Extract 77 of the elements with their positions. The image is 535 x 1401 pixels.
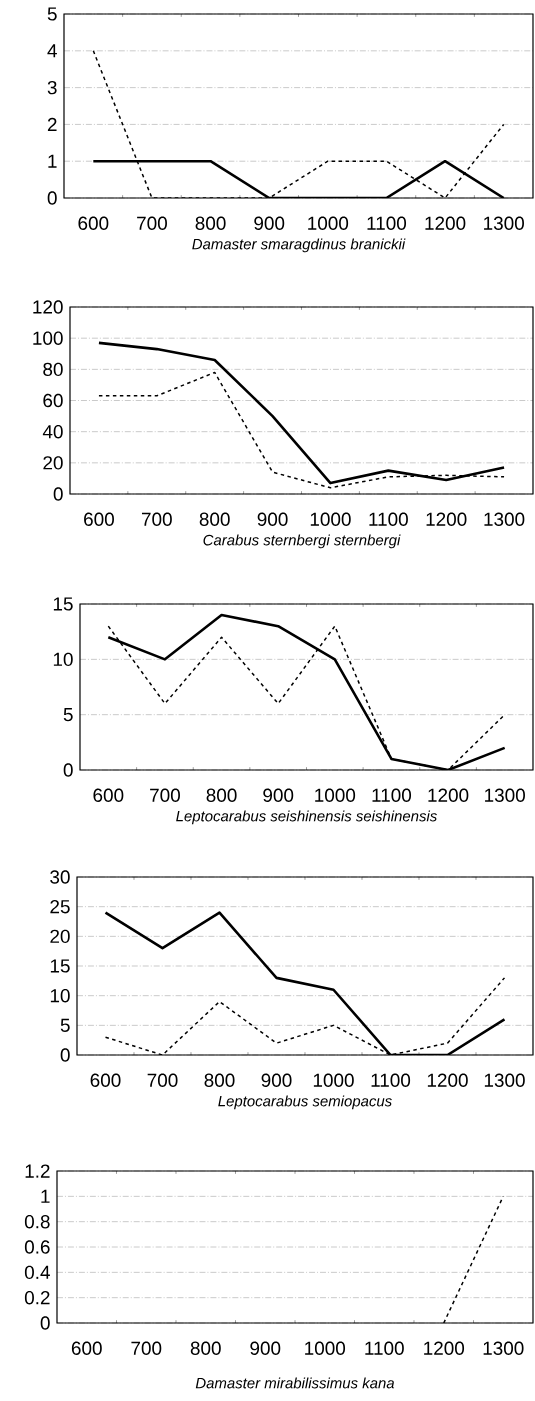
y-tick-label: 40 (42, 424, 63, 439)
x-tick-label: 1200 (427, 1073, 468, 1087)
y-tick-label: 120 (33, 300, 63, 314)
y-tick-label: 0.2 (24, 1290, 50, 1305)
y-tick-label: 25 (50, 899, 70, 914)
x-tick-label: 800 (195, 216, 226, 230)
y-tick-label: 20 (43, 456, 63, 470)
x-tick-label: 1300 (484, 1073, 525, 1087)
x-tick-label: 1100 (365, 1341, 404, 1355)
y-tick-label: 0 (40, 1316, 50, 1330)
x-tick-label: 700 (141, 512, 172, 526)
line-series (97, 341, 506, 485)
x-tick-label: 1300 (483, 1341, 524, 1355)
y-tick-label: 2 (47, 117, 57, 132)
x-axis-title: Leptocarabus seishinensis seishinensis (176, 810, 437, 825)
x-axis-title: Damaster mirabilissimus kana (195, 1377, 395, 1389)
y-tick-label: 20 (50, 929, 70, 944)
x-tick-label: 1000 (308, 216, 349, 230)
x-tick-label: 700 (147, 1073, 178, 1087)
x-tick-label: 1100 (367, 216, 407, 230)
y-tick-label: 30 (50, 870, 70, 884)
y-tick-label: 0 (53, 487, 63, 501)
y-tick-label: 0 (63, 763, 73, 777)
x-tick-label: 1000 (313, 1073, 354, 1087)
y-tick-label: 100 (33, 331, 63, 345)
y-tick-label: 1 (48, 154, 57, 168)
x-tick-label: 800 (199, 512, 230, 526)
x-tick-label: 1000 (305, 1341, 346, 1355)
x-tick-label: 600 (90, 1073, 121, 1087)
x-axis-title: Leptocarabus semiopacus (218, 1095, 392, 1110)
x-tick-label: 600 (78, 216, 109, 230)
y-tick-label: 3 (47, 80, 57, 95)
x-tick-label: 900 (254, 216, 285, 230)
y-tick-label: 4 (47, 44, 57, 58)
y-tick-label: 0.6 (24, 1240, 50, 1254)
y-tick-label: 0 (47, 191, 57, 205)
x-tick-label: 900 (263, 788, 294, 802)
x-tick-label: 800 (190, 1341, 221, 1355)
y-tick-label: 80 (43, 362, 63, 377)
x-tick-label: 1100 (369, 512, 408, 526)
y-tick-label: 15 (50, 959, 70, 973)
x-tick-label: 1200 (428, 788, 469, 802)
x-tick-label: 600 (71, 1341, 102, 1355)
y-tick-label: 60 (43, 393, 63, 408)
y-tick-label: 0.8 (24, 1214, 50, 1229)
x-tick-label: 800 (206, 788, 237, 802)
y-tick-label: 0.4 (24, 1265, 50, 1280)
x-tick-label: 900 (250, 1341, 281, 1355)
y-tick-label: 0 (60, 1048, 70, 1062)
x-tick-label: 1000 (310, 512, 351, 526)
x-tick-label: 1300 (484, 216, 524, 230)
y-tick-label: 5 (63, 708, 73, 722)
x-axis-title: Carabus sternbergi sternbergi (203, 534, 401, 549)
x-tick-label: 900 (257, 512, 288, 526)
y-tick-label: 5 (60, 1018, 70, 1032)
x-tick-label: 700 (137, 216, 167, 230)
x-tick-label: 1200 (424, 1341, 465, 1355)
x-tick-label: 1300 (485, 788, 525, 802)
x-tick-label: 600 (84, 512, 114, 526)
y-tick-label: 5 (47, 7, 57, 21)
x-tick-label: 800 (204, 1073, 235, 1087)
x-tick-label: 1100 (372, 788, 412, 802)
y-tick-label: 10 (50, 988, 70, 1003)
y-tick-label: 10 (53, 652, 73, 667)
y-tick-label: 15 (53, 597, 73, 611)
x-tick-label: 1100 (371, 1073, 411, 1087)
x-axis-title: Damaster smaragdinus branickii (192, 238, 406, 253)
x-tick-label: 1300 (484, 512, 525, 526)
y-tick-label: 1 (41, 1189, 50, 1203)
x-tick-label: 700 (150, 788, 180, 802)
x-tick-label: 1200 (426, 512, 467, 526)
y-tick-label: 1.2 (25, 1164, 50, 1178)
x-tick-label: 600 (93, 788, 124, 802)
x-tick-label: 900 (261, 1073, 292, 1087)
x-tick-label: 700 (131, 1341, 162, 1355)
x-tick-label: 1000 (315, 788, 356, 802)
x-tick-label: 1200 (425, 216, 466, 230)
